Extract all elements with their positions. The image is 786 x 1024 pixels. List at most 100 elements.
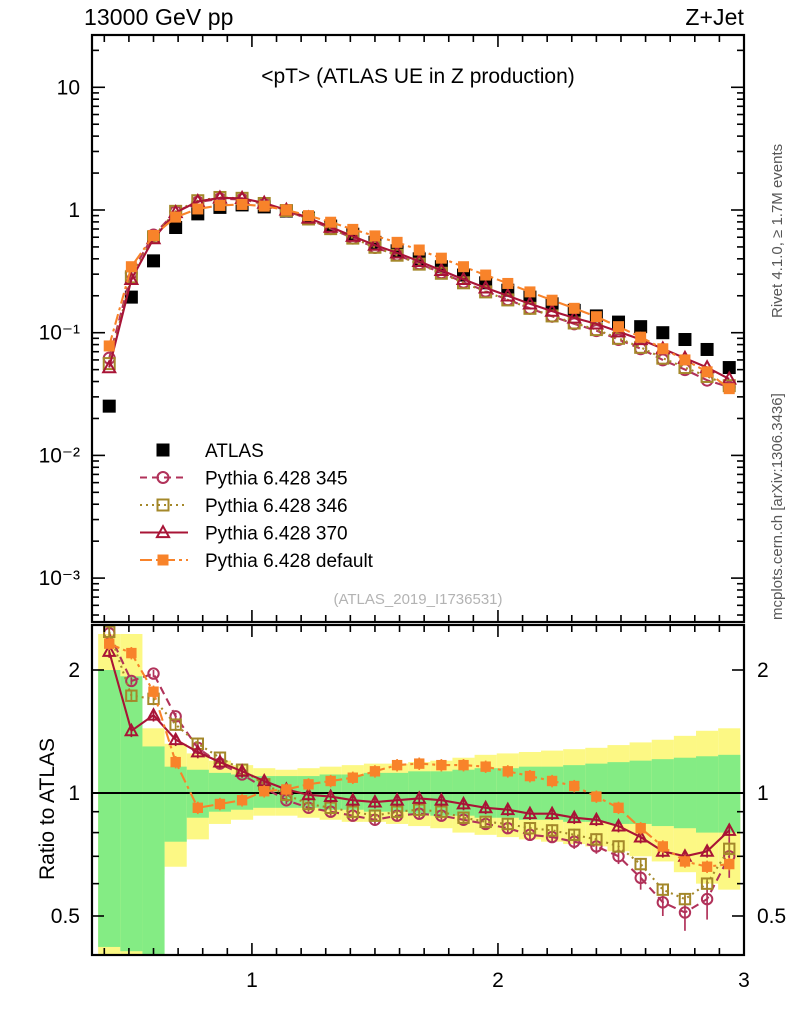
data-point [479, 815, 492, 829]
data-point [612, 840, 625, 853]
data-point [157, 554, 169, 566]
mcplots-source-label: mcplots.cern.ch [arXiv:1306.3436] [769, 393, 786, 620]
data-point [568, 302, 580, 314]
data-point [123, 722, 139, 737]
data-point [345, 792, 361, 806]
band-inner [142, 746, 165, 955]
data-point [389, 792, 405, 806]
data-point [170, 756, 181, 768]
axis-tick-label: 1 [68, 199, 80, 222]
data-point [700, 342, 714, 356]
data-point [236, 795, 248, 806]
data-point [303, 779, 314, 790]
data-point [458, 261, 470, 273]
data-point [104, 638, 115, 649]
data-point [634, 857, 647, 871]
data-point [156, 443, 170, 457]
data-point [634, 871, 647, 885]
data-point [524, 770, 536, 782]
data-point [568, 828, 581, 842]
data-point [523, 822, 537, 835]
data-point [612, 331, 626, 345]
data-point [433, 261, 450, 277]
data-point [148, 686, 159, 697]
band-inner [696, 756, 719, 833]
data-point [657, 841, 669, 852]
data-point [126, 647, 137, 659]
data-point [168, 731, 184, 746]
data-point [367, 236, 383, 251]
watermark-label: (ATLAS_2019_I1736531) [333, 591, 502, 608]
data-point [545, 824, 559, 837]
data-point [281, 784, 292, 795]
data-point [391, 759, 403, 771]
data-point [214, 199, 226, 211]
data-point [633, 829, 649, 843]
band-inner [164, 766, 187, 842]
data-point [611, 818, 626, 832]
data-point [147, 254, 161, 268]
data-point [699, 843, 715, 857]
axis-tick-label: 0.5 [757, 905, 786, 928]
data-point [724, 858, 735, 870]
data-point [391, 236, 403, 248]
main-panel-frame [90, 33, 746, 624]
legend-label: Pythia 6.428 370 [205, 524, 348, 545]
data-point [502, 277, 514, 289]
data-point [102, 357, 116, 371]
data-point [500, 287, 516, 302]
axis-tick-label: 2 [492, 969, 504, 992]
data-point [522, 295, 538, 310]
data-point [501, 817, 515, 831]
data-point [723, 383, 735, 395]
data-point [192, 203, 204, 215]
data-point [522, 805, 538, 820]
data-point [259, 786, 270, 797]
data-point [656, 896, 670, 909]
data-point [502, 766, 514, 777]
header-left-label: 13000 GeV pp [84, 4, 234, 30]
ratio-series-group [101, 625, 737, 931]
data-point [477, 279, 494, 294]
data-point [678, 906, 692, 919]
data-point [723, 842, 736, 856]
data-point [301, 786, 316, 801]
data-point [192, 802, 203, 813]
data-point [280, 204, 292, 216]
band-inner [120, 676, 143, 952]
data-point [347, 223, 359, 235]
data-point [544, 805, 560, 820]
data-point [190, 743, 206, 758]
data-point [613, 321, 625, 333]
data-point [367, 794, 383, 808]
axis-tick-label: 2 [757, 659, 769, 682]
data-point [634, 320, 648, 334]
data-point [635, 823, 646, 834]
data-point [303, 210, 315, 222]
axis-tick-label: 10⁻¹ [39, 322, 80, 345]
data-point [588, 315, 605, 330]
legend-label: Pythia 6.428 346 [205, 496, 348, 517]
axis-tick-label: 1 [68, 782, 80, 805]
data-point [411, 252, 427, 267]
data-point [480, 269, 492, 281]
series-line [108, 196, 730, 380]
legend-label: ATLAS [205, 441, 264, 462]
data-point [657, 343, 669, 355]
data-point [389, 244, 405, 259]
data-point [478, 799, 494, 814]
data-point [456, 795, 471, 810]
ratio-axis-label: Ratio to ATLAS [36, 737, 59, 880]
data-point [656, 326, 670, 340]
data-point [101, 359, 117, 374]
data-point [369, 230, 381, 242]
axis-tick-label: 10⁻² [39, 444, 80, 467]
data-point [546, 294, 558, 306]
axis-tick-label: 10 [57, 76, 80, 99]
axis-tick-label: 1 [246, 969, 258, 992]
data-point [323, 788, 339, 803]
data-point [103, 340, 115, 352]
series-line [108, 197, 730, 389]
